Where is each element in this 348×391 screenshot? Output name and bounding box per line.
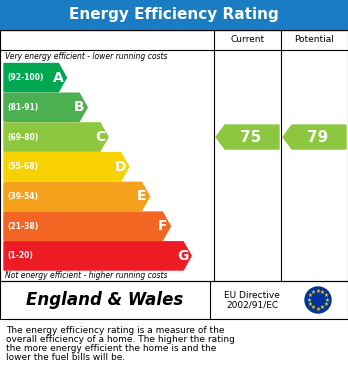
Polygon shape [4,242,191,270]
Text: Energy Efficiency Rating: Energy Efficiency Rating [69,7,279,23]
Text: G: G [177,249,189,263]
Text: ★: ★ [308,293,313,298]
Polygon shape [216,125,279,149]
Bar [0,319,348,391]
Text: ★: ★ [320,305,325,310]
Polygon shape [4,63,66,92]
Text: England & Wales: England & Wales [26,291,184,309]
Text: 2002/91/EC: 2002/91/EC [226,301,278,310]
Text: the more energy efficient the home is and the: the more energy efficient the home is an… [6,344,216,353]
Text: ★: ★ [323,293,328,298]
Text: Current: Current [230,36,264,45]
Text: (39-54): (39-54) [7,192,38,201]
Text: Potential: Potential [294,36,334,45]
Text: The energy efficiency rating is a measure of the: The energy efficiency rating is a measur… [6,326,224,335]
Text: ★: ★ [307,298,311,303]
Polygon shape [4,152,129,181]
Polygon shape [4,182,150,211]
Text: ★: ★ [325,298,330,303]
Text: ★: ★ [308,302,313,307]
Text: (81-91): (81-91) [7,103,38,112]
Text: 79: 79 [307,129,328,145]
Text: A: A [53,71,64,84]
Text: EU Directive: EU Directive [224,291,280,300]
Text: overall efficiency of a home. The higher the rating: overall efficiency of a home. The higher… [6,335,235,344]
Text: F: F [158,219,167,233]
Text: E: E [137,190,147,203]
Text: ★: ★ [320,290,325,295]
Text: (69-80): (69-80) [7,133,38,142]
Polygon shape [4,212,171,240]
Bar [0,30,348,281]
Text: ★: ★ [316,307,321,312]
Polygon shape [283,125,346,149]
Text: ★: ★ [323,302,328,307]
Text: D: D [115,160,127,174]
Text: ★: ★ [311,305,316,310]
Text: ★: ★ [316,289,321,294]
Polygon shape [4,93,87,122]
Text: (55-68): (55-68) [7,162,38,171]
Text: (21-38): (21-38) [7,222,38,231]
Circle shape [305,287,331,313]
Text: 75: 75 [240,129,261,145]
Text: C: C [95,130,105,144]
Text: ★: ★ [311,290,316,295]
Text: (1-20): (1-20) [7,251,33,260]
Bar [0,281,348,319]
Bar [0,0,348,30]
Polygon shape [4,123,108,151]
Text: lower the fuel bills will be.: lower the fuel bills will be. [6,353,125,362]
Text: B: B [74,100,85,114]
Text: (92-100): (92-100) [7,73,44,82]
Text: Not energy efficient - higher running costs: Not energy efficient - higher running co… [5,271,167,280]
Text: Very energy efficient - lower running costs: Very energy efficient - lower running co… [5,52,167,61]
